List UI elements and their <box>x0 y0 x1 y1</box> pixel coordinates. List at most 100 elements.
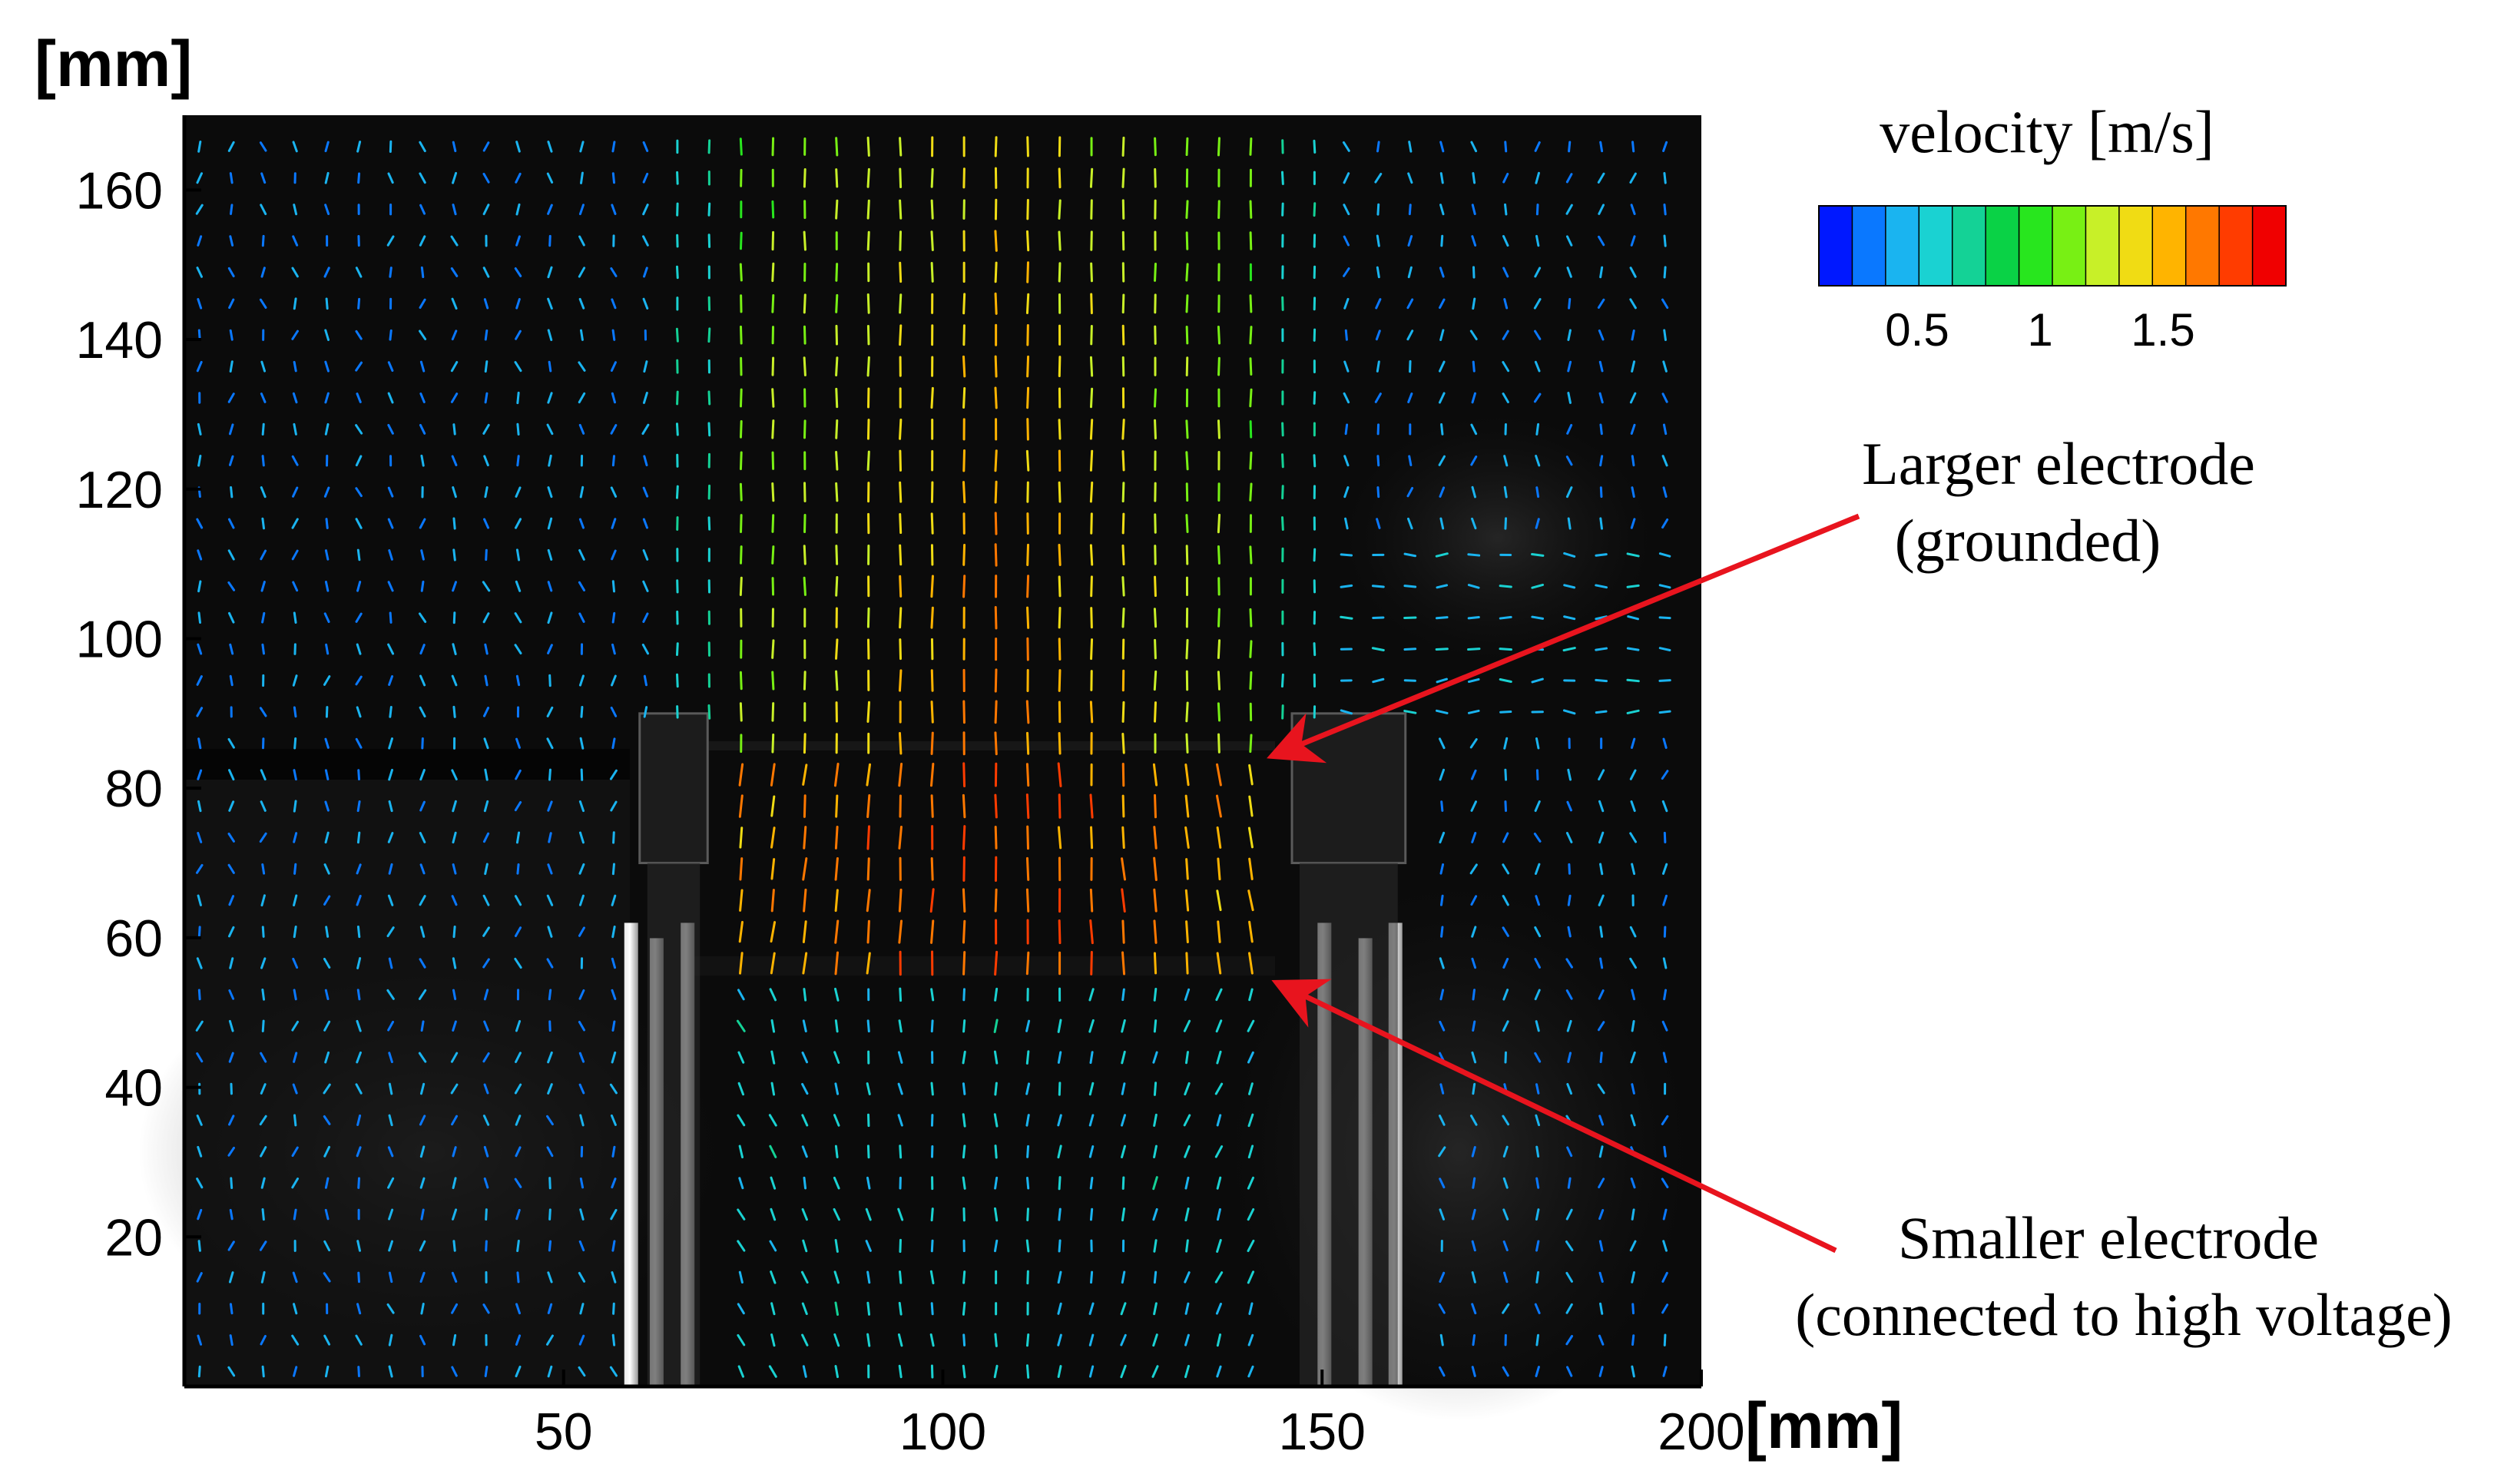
velocity-vector <box>482 423 490 435</box>
velocity-vector <box>293 422 297 436</box>
velocity-vector <box>1662 423 1668 436</box>
velocity-vector <box>228 1019 234 1032</box>
velocity-vector <box>610 706 618 717</box>
velocity-vector <box>993 1050 999 1065</box>
velocity-vector <box>1154 263 1157 282</box>
velocity-vector <box>801 1333 809 1347</box>
velocity-vector <box>1152 1333 1158 1347</box>
velocity-vector <box>866 324 870 346</box>
velocity-vector <box>1631 1270 1636 1284</box>
velocity-vector <box>293 204 298 216</box>
velocity-vector <box>1154 167 1157 188</box>
velocity-vector <box>833 762 840 787</box>
velocity-vector <box>1217 733 1221 754</box>
velocity-vector <box>610 486 618 498</box>
velocity-vector <box>1185 920 1189 943</box>
velocity-vector <box>482 141 490 152</box>
velocity-vector <box>323 1334 331 1346</box>
velocity-vector <box>770 1302 776 1316</box>
velocity-vector <box>197 580 202 593</box>
velocity-vector <box>260 581 266 592</box>
velocity-vector <box>578 392 586 404</box>
annotations: Larger electrode (grounded) Smaller elec… <box>1267 430 2453 1348</box>
velocity-vector <box>1565 455 1573 466</box>
velocity-vector <box>1469 1115 1478 1126</box>
velocity-vector <box>802 920 807 943</box>
velocity-vector <box>1184 1082 1191 1096</box>
velocity-vector <box>356 926 361 939</box>
velocity-vector <box>1662 1240 1668 1252</box>
velocity-vector <box>835 545 839 565</box>
velocity-vector <box>641 423 650 436</box>
velocity-vector <box>899 638 903 661</box>
velocity-vector <box>1472 1177 1476 1189</box>
velocity-vector <box>1598 1115 1605 1126</box>
velocity-vector <box>419 518 426 529</box>
velocity-vector <box>1471 1051 1477 1064</box>
velocity-vector <box>1534 926 1542 938</box>
velocity-vector <box>1599 926 1604 938</box>
velocity-vector <box>1184 1051 1189 1065</box>
velocity-vector <box>1502 1177 1509 1189</box>
velocity-vector <box>739 231 743 250</box>
velocity-vector <box>1121 1270 1126 1284</box>
velocity-vector <box>899 607 903 629</box>
velocity-vector <box>994 888 998 913</box>
velocity-vector <box>482 204 490 216</box>
velocity-vector <box>483 1177 489 1189</box>
velocity-vector <box>611 863 615 876</box>
velocity-vector <box>1120 1333 1127 1347</box>
y-tick-label: 80 <box>104 760 163 818</box>
velocity-vector <box>610 1208 618 1221</box>
velocity-vector <box>452 705 456 718</box>
velocity-vector <box>260 957 267 969</box>
velocity-vector <box>1247 1144 1254 1159</box>
velocity-vector <box>484 329 489 341</box>
velocity-vector <box>962 988 965 1002</box>
velocity-vector <box>293 611 297 624</box>
velocity-vector <box>803 576 807 596</box>
velocity-vector <box>228 769 235 781</box>
velocity-vector <box>1472 989 1476 1001</box>
velocity-vector <box>676 673 679 688</box>
velocity-vector <box>1439 1333 1444 1347</box>
velocity-vector <box>1121 794 1125 818</box>
velocity-vector <box>546 894 554 906</box>
velocity-vector <box>260 1052 267 1063</box>
velocity-vector <box>1121 763 1125 787</box>
velocity-vector <box>1403 710 1417 714</box>
velocity-vector <box>929 762 935 787</box>
velocity-vector <box>611 455 615 467</box>
velocity-vector <box>452 1333 457 1347</box>
velocity-vector <box>1631 863 1636 876</box>
velocity-vector <box>579 1177 585 1189</box>
velocity-vector <box>1216 1114 1222 1127</box>
velocity-vector <box>259 141 267 152</box>
velocity-vector <box>707 139 711 154</box>
velocity-vector <box>227 393 235 403</box>
velocity-vector <box>1025 763 1030 787</box>
velocity-vector <box>898 1364 903 1379</box>
velocity-vector <box>420 1302 425 1315</box>
velocity-vector <box>737 1365 745 1378</box>
velocity-vector <box>1567 1052 1572 1063</box>
velocity-vector <box>355 424 363 435</box>
velocity-vector <box>323 863 330 875</box>
velocity-vector <box>866 1176 871 1190</box>
velocity-vector <box>737 1240 746 1252</box>
velocity-vector <box>1663 1333 1667 1347</box>
velocity-vector <box>1152 1176 1158 1191</box>
velocity-vector <box>484 768 489 781</box>
velocity-vector <box>197 422 202 436</box>
y-ticks: 20 40 60 80 100 120 140 160 <box>76 161 201 1267</box>
velocity-vector <box>1439 141 1445 153</box>
velocity-vector <box>229 172 234 184</box>
velocity-vector <box>770 1207 777 1221</box>
velocity-vector <box>1503 485 1508 499</box>
velocity-vector <box>547 800 553 812</box>
velocity-vector <box>865 1240 872 1252</box>
velocity-vector <box>484 643 489 655</box>
velocity-vector <box>1249 640 1253 658</box>
velocity-vector <box>1439 768 1446 781</box>
velocity-vector <box>1535 1114 1541 1127</box>
